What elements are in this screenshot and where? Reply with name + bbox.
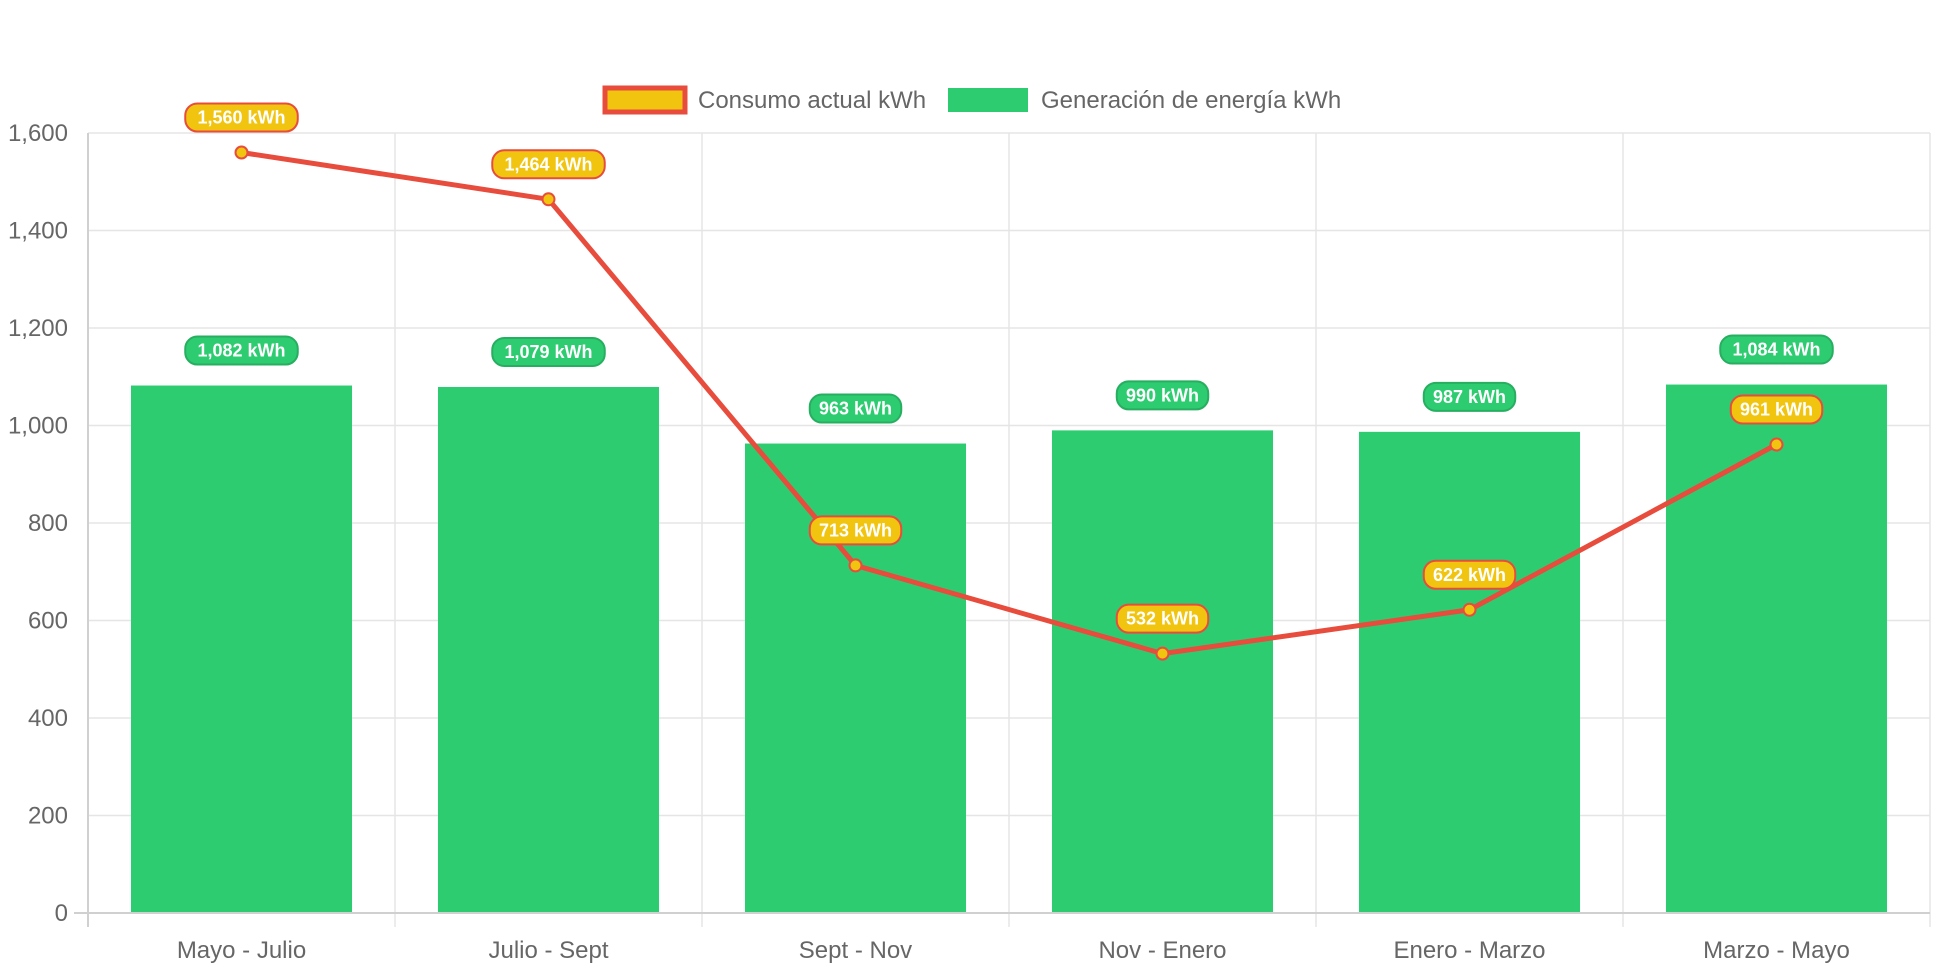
- bar-generacion[interactable]: [1358, 431, 1581, 913]
- data-label-generacion: 1,084 kWh: [1719, 334, 1834, 365]
- data-label-generacion-bg: [808, 393, 903, 424]
- data-label-generacion-text: 987 kWh: [1433, 387, 1506, 407]
- data-label-consumo-text: 622 kWh: [1433, 565, 1506, 585]
- legend-swatch-consumo: [602, 85, 688, 115]
- legend-label-generacion: Generación de energía kWh: [1041, 87, 1341, 114]
- x-tick-label: Mayo - Julio: [177, 937, 306, 964]
- data-label-consumo-text: 713 kWh: [819, 520, 892, 540]
- data-label-consumo-bg: [1729, 394, 1824, 425]
- x-tick-label: Marzo - Mayo: [1703, 937, 1850, 964]
- point-consumo[interactable]: [1462, 602, 1477, 617]
- data-label-layer: 1,082 kWh 1,079 kWh 963 kWh 990 kWh 987 kWh 1…: [184, 102, 1834, 634]
- data-label-consumo: 532 kWh: [1115, 603, 1210, 634]
- data-label-generacion-text: 963 kWh: [819, 399, 892, 419]
- data-label-consumo: 961 kWh: [1729, 394, 1824, 425]
- data-label-generacion-bg: [491, 336, 606, 367]
- data-label-generacion-text: 1,082 kWh: [197, 341, 285, 361]
- data-label-consumo: 1,560 kWh: [184, 102, 299, 133]
- bar-generacion[interactable]: [130, 385, 353, 913]
- x-tick-label: Enero - Marzo: [1393, 937, 1545, 964]
- y-tick-label: 600: [28, 608, 68, 635]
- data-label-generacion: 963 kWh: [808, 393, 903, 424]
- data-label-generacion: 1,082 kWh: [184, 335, 299, 366]
- bar-generacion[interactable]: [1051, 430, 1274, 913]
- y-tick-label: 1,400: [8, 218, 68, 245]
- y-tick-label: 800: [28, 510, 68, 537]
- bar-generacion[interactable]: [437, 386, 660, 913]
- data-label-generacion: 1,079 kWh: [491, 336, 606, 367]
- data-label-generacion-bg: [1719, 334, 1834, 365]
- point-consumo[interactable]: [848, 558, 863, 573]
- y-tick-label: 200: [28, 803, 68, 830]
- data-label-consumo-bg: [491, 149, 606, 180]
- y-tick-label: 1,200: [8, 315, 68, 342]
- data-label-generacion-text: 1,084 kWh: [1732, 340, 1820, 360]
- y-tick-label: 0: [55, 900, 68, 927]
- data-label-consumo: 622 kWh: [1422, 559, 1517, 590]
- y-tick-label: 1,000: [8, 413, 68, 440]
- data-label-consumo-text: 961 kWh: [1740, 400, 1813, 420]
- data-label-consumo: 1,464 kWh: [491, 149, 606, 180]
- data-label-consumo-bg: [808, 515, 903, 546]
- x-tick-label: Julio - Sept: [488, 937, 608, 964]
- data-label-generacion-bg: [1115, 380, 1210, 411]
- data-label-consumo-bg: [1422, 559, 1517, 590]
- bar-generacion[interactable]: [1665, 384, 1888, 913]
- point-consumo[interactable]: [234, 145, 249, 160]
- legend-item-generacion[interactable]: Generación de energía kWh: [948, 87, 1341, 114]
- y-tick-label: 400: [28, 705, 68, 732]
- data-label-generacion: 990 kWh: [1115, 380, 1210, 411]
- data-label-consumo: 713 kWh: [808, 515, 903, 546]
- legend-label-consumo: Consumo actual kWh: [698, 87, 926, 114]
- bar-layer: [130, 384, 1888, 913]
- data-label-consumo-text: 1,464 kWh: [504, 154, 592, 174]
- data-label-generacion-bg: [1422, 381, 1517, 412]
- point-consumo[interactable]: [541, 192, 556, 207]
- bar-generacion[interactable]: [744, 443, 967, 913]
- grid-layer: [87, 132, 1931, 927]
- data-label-generacion-bg: [184, 335, 299, 366]
- legend-item-consumo[interactable]: Consumo actual kWh: [602, 85, 926, 115]
- axis-layer: 0 200 400 600 800 1,000 1,200 1,400 1,600 Mayo - …: [8, 120, 1930, 964]
- data-label-generacion: 987 kWh: [1422, 381, 1517, 412]
- legend: Consumo actual kWh Generación de energía…: [602, 85, 1341, 115]
- x-tick-label: Sept - Nov: [799, 937, 912, 964]
- data-label-consumo-bg: [184, 102, 299, 133]
- y-tick-label: 1,600: [8, 120, 68, 147]
- line-layer: [234, 145, 1784, 661]
- data-label-consumo-text: 1,560 kWh: [197, 108, 285, 128]
- point-consumo[interactable]: [1155, 646, 1170, 661]
- point-consumo[interactable]: [1769, 437, 1784, 452]
- data-label-consumo-bg: [1115, 603, 1210, 634]
- data-label-consumo-text: 532 kWh: [1126, 609, 1199, 629]
- line-consumo: [241, 150, 1778, 657]
- legend-swatch-generacion: [948, 88, 1028, 112]
- x-tick-label: Nov - Enero: [1098, 937, 1226, 964]
- data-label-generacion-text: 990 kWh: [1126, 385, 1199, 405]
- data-label-generacion-text: 1,079 kWh: [504, 342, 592, 362]
